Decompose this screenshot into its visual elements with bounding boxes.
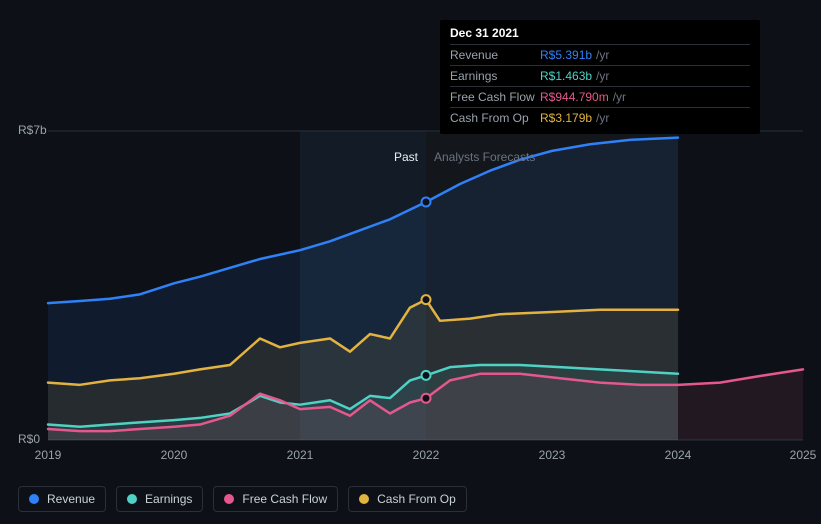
x-axis-tick-label: 2025: [790, 448, 817, 462]
legend-dot-icon: [359, 494, 369, 504]
tooltip-row-value: R$1.463b: [540, 69, 592, 83]
legend-dot-icon: [224, 494, 234, 504]
x-axis-tick-label: 2019: [35, 448, 62, 462]
y-axis-tick-label: R$0: [18, 432, 40, 446]
tooltip-date: Dec 31 2021: [450, 26, 750, 44]
legend-item-label: Earnings: [145, 492, 192, 506]
legend-item-free-cash-flow[interactable]: Free Cash Flow: [213, 486, 338, 512]
section-label-forecasts: Analysts Forecasts: [434, 150, 535, 164]
y-axis-tick-label: R$7b: [18, 123, 47, 137]
x-axis-tick-label: 2020: [161, 448, 188, 462]
tooltip-row-value: R$5.391b: [540, 48, 592, 62]
tooltip-row-label: Free Cash Flow: [450, 90, 540, 104]
tooltip-row-unit: /yr: [613, 90, 626, 104]
tooltip-row: EarningsR$1.463b/yr: [450, 65, 750, 86]
legend-item-earnings[interactable]: Earnings: [116, 486, 203, 512]
legend-item-revenue[interactable]: Revenue: [18, 486, 106, 512]
chart-legend: Revenue Earnings Free Cash Flow Cash From O…: [18, 486, 467, 512]
x-axis-tick-label: 2021: [287, 448, 314, 462]
chart-tooltip: Dec 31 2021 RevenueR$5.391b/yrEarningsR$…: [440, 20, 760, 134]
tooltip-row-unit: /yr: [596, 111, 609, 125]
section-label-past: Past: [394, 150, 418, 164]
tooltip-row: Cash From OpR$3.179b/yr: [450, 107, 750, 128]
financials-chart: Dec 31 2021 RevenueR$5.391b/yrEarningsR$…: [0, 0, 821, 524]
tooltip-row-value: R$944.790m: [540, 90, 609, 104]
tooltip-row-unit: /yr: [596, 48, 609, 62]
x-axis-tick-label: 2023: [539, 448, 566, 462]
tooltip-row-label: Cash From Op: [450, 111, 540, 125]
tooltip-row-unit: /yr: [596, 69, 609, 83]
tooltip-row-label: Earnings: [450, 69, 540, 83]
legend-item-label: Cash From Op: [377, 492, 456, 506]
x-axis-tick-label: 2024: [665, 448, 692, 462]
legend-dot-icon: [29, 494, 39, 504]
legend-item-label: Free Cash Flow: [242, 492, 327, 506]
legend-item-cash-from-op[interactable]: Cash From Op: [348, 486, 467, 512]
tooltip-row-value: R$3.179b: [540, 111, 592, 125]
tooltip-row: Free Cash FlowR$944.790m/yr: [450, 86, 750, 107]
tooltip-row: RevenueR$5.391b/yr: [450, 44, 750, 65]
tooltip-row-label: Revenue: [450, 48, 540, 62]
x-axis-tick-label: 2022: [413, 448, 440, 462]
legend-dot-icon: [127, 494, 137, 504]
legend-item-label: Revenue: [47, 492, 95, 506]
